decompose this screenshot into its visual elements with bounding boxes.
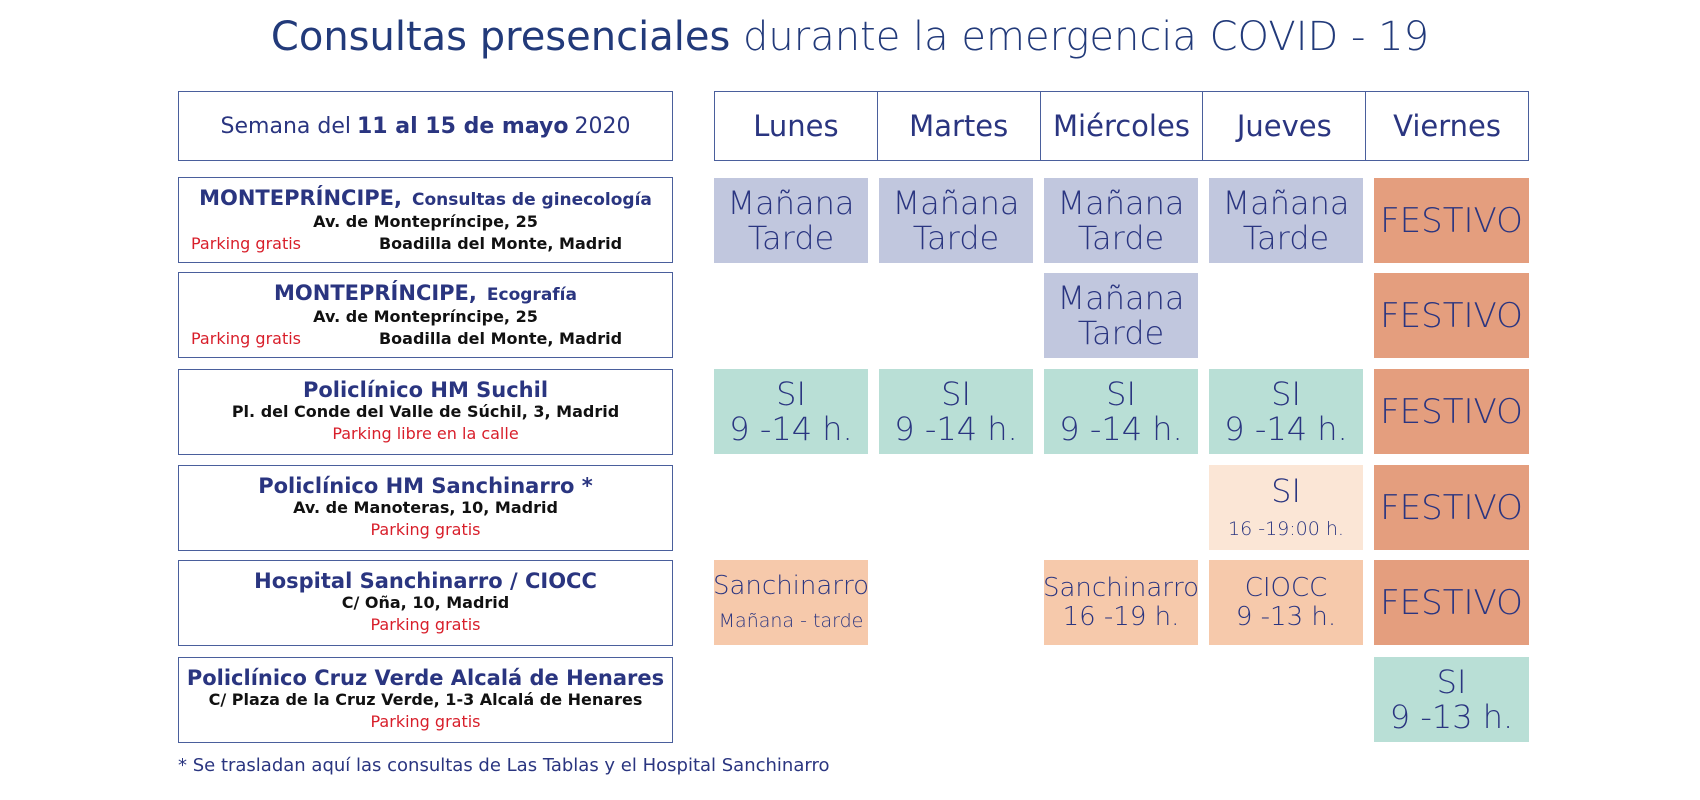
- day-miercoles: Miércoles: [1039, 92, 1203, 160]
- location-cruz-verde: Policlínico Cruz Verde Alcalá de Henares…: [178, 657, 673, 743]
- day-lunes: Lunes: [753, 109, 839, 143]
- slot-cell: Sanchinarro Mañana - tarde: [713, 560, 869, 645]
- festivo-cell: FESTIVO: [1374, 273, 1529, 358]
- location-monteprincipe-gine: MONTEPRÍNCIPE, Consultas de ginecología A…: [178, 177, 673, 263]
- slot-cell: SI 16 -19:00 h.: [1209, 465, 1363, 550]
- slot-cell: SI 9 -13 h.: [1374, 657, 1529, 742]
- slot-cell: Mañana Tarde: [1209, 178, 1363, 263]
- festivo-cell: FESTIVO: [1374, 178, 1529, 263]
- parking-label: Parking libre en la calle: [332, 424, 519, 443]
- week-prefix: Semana del: [220, 113, 351, 139]
- week-range: 11 al 15 de mayo: [356, 113, 569, 139]
- week-box: Semana del 11 al 15 de mayo 2020: [178, 91, 673, 161]
- location-name: MONTEPRÍNCIPE, Consultas de ginecología: [199, 186, 652, 210]
- location-address: C/ Plaza de la Cruz Verde, 1-3 Alcalá de…: [208, 690, 643, 709]
- title-bold: Consultas presenciales: [270, 14, 731, 60]
- slot-cell: Mañana Tarde: [714, 178, 868, 263]
- parking-label: Parking gratis: [191, 329, 301, 348]
- festivo-cell: FESTIVO: [1374, 369, 1529, 454]
- location-address: C/ Oña, 10, Madrid: [341, 593, 510, 612]
- slot-cell: Mañana Tarde: [1044, 178, 1198, 263]
- location-sanchinarro-poli: Policlínico HM Sanchinarro * Av. de Mano…: [178, 465, 673, 551]
- parking-label: Parking gratis: [370, 520, 481, 539]
- parking-label: Parking gratis: [370, 615, 481, 634]
- location-city: Boadilla del Monte, Madrid: [378, 329, 623, 348]
- footnote: * Se trasladan aquí las consultas de Las…: [178, 755, 830, 776]
- slot-cell: CIOCC 9 -13 h.: [1209, 560, 1363, 645]
- days-header: Lunes Martes Miércoles Jueves Viernes: [714, 91, 1529, 161]
- slot-cell: SI 9 -14 h.: [1044, 369, 1198, 454]
- week-year: 2020: [574, 113, 631, 139]
- location-address: Av. de Montepríncipe, 25: [313, 212, 538, 231]
- page-title: Consultas presenciales durante la emerge…: [0, 14, 1700, 60]
- day-martes: Martes: [876, 92, 1040, 160]
- parking-label: Parking gratis: [191, 234, 301, 253]
- slot-cell: Mañana Tarde: [1044, 273, 1198, 358]
- location-sanchinarro-hospital: Hospital Sanchinarro / CIOCC C/ Oña, 10,…: [178, 560, 673, 646]
- location-name: Policlínico HM Suchil: [302, 378, 549, 402]
- location-address: Av. de Montepríncipe, 25: [313, 307, 538, 326]
- day-viernes: Viernes: [1365, 92, 1528, 160]
- slot-cell: Sanchinarro 16 -19 h.: [1043, 560, 1199, 645]
- location-monteprincipe-eco: MONTEPRÍNCIPE, Ecografía Av. de Monteprín…: [178, 272, 673, 358]
- location-address: Av. de Manoteras, 10, Madrid: [293, 498, 558, 517]
- slot-cell: Mañana Tarde: [879, 178, 1033, 263]
- slot-cell: SI 9 -14 h.: [714, 369, 868, 454]
- day-jueves: Jueves: [1202, 92, 1365, 160]
- location-name: Policlínico Cruz Verde Alcalá de Henares: [186, 666, 665, 690]
- festivo-cell: FESTIVO: [1374, 560, 1529, 645]
- parking-label: Parking gratis: [370, 712, 481, 731]
- location-city: Boadilla del Monte, Madrid: [378, 234, 623, 253]
- slot-cell: SI 9 -14 h.: [879, 369, 1033, 454]
- location-address: Pl. del Conde del Valle de Súchil, 3, Ma…: [231, 402, 620, 421]
- location-name: Policlínico HM Sanchinarro *: [258, 474, 593, 498]
- festivo-cell: FESTIVO: [1374, 465, 1529, 550]
- location-name: Hospital Sanchinarro / CIOCC: [254, 569, 597, 593]
- location-suchil: Policlínico HM Suchil Pl. del Conde del …: [178, 369, 673, 455]
- slot-cell: SI 9 -14 h.: [1209, 369, 1363, 454]
- title-rest: durante la emergencia COVID - 19: [743, 14, 1430, 60]
- location-name: MONTEPRÍNCIPE, Ecografía: [274, 281, 577, 305]
